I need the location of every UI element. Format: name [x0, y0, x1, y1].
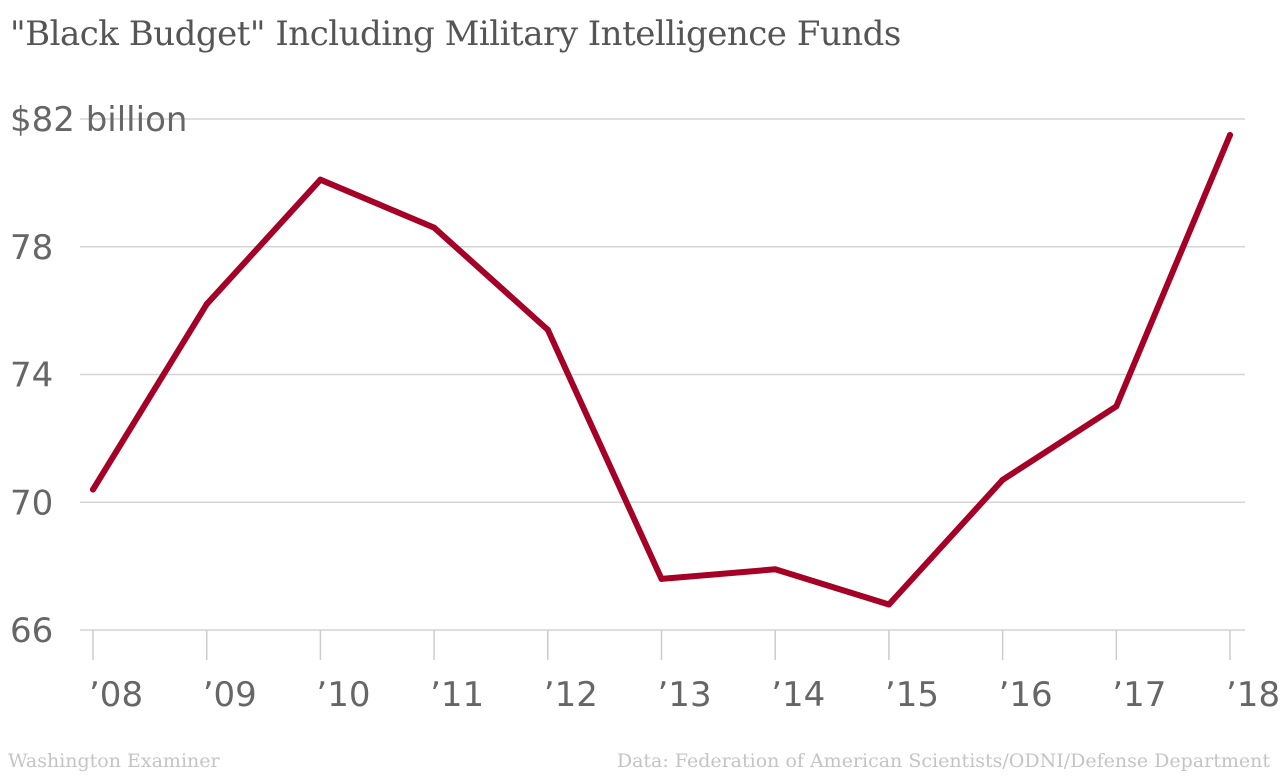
data-point	[1227, 131, 1233, 138]
x-tick-label: ’15	[885, 675, 939, 715]
data-point	[203, 301, 210, 308]
y-axis-labels: 66 70 74 78 $82 billion	[10, 100, 187, 651]
x-tick-label: ’16	[999, 675, 1053, 715]
gridlines	[80, 118, 1245, 631]
x-tick-label: ’18	[1226, 675, 1280, 715]
x-tick-label: ’12	[544, 675, 598, 715]
x-axis-ticks	[92, 630, 1231, 660]
x-tick-label: ’09	[203, 675, 257, 715]
y-tick-label: 66	[10, 611, 53, 651]
footer-source: Washington Examiner	[8, 750, 220, 772]
y-tick-label: 74	[10, 356, 53, 396]
data-point	[317, 176, 324, 183]
x-tick-label: ’08	[89, 675, 143, 715]
x-tick-label: ’13	[658, 675, 712, 715]
data-point	[658, 575, 665, 582]
chart-title: "Black Budget" Including Military Intell…	[10, 14, 901, 54]
x-tick-label: ’11	[430, 675, 484, 715]
x-tick-label: ’10	[316, 675, 370, 715]
data-point	[772, 566, 779, 573]
footer-credit: Data: Federation of American Scientists/…	[616, 750, 1270, 772]
x-tick-label: ’17	[1112, 675, 1166, 715]
x-axis-labels: ’08 ’09 ’10 ’11 ’12 ’13 ’14 ’15 ’16 ’17 ’18	[89, 675, 1280, 715]
data-point	[431, 224, 438, 231]
data-point	[544, 326, 551, 333]
data-point	[885, 601, 892, 608]
data-point	[1113, 403, 1120, 410]
x-tick-label: ’14	[771, 675, 825, 715]
data-point	[999, 476, 1006, 483]
data-point	[90, 486, 96, 493]
series-layer	[90, 131, 1233, 608]
series-line	[90, 132, 1233, 608]
y-tick-label: 70	[10, 483, 53, 523]
y-tick-label: $82 billion	[10, 100, 187, 140]
y-tick-label: 78	[10, 228, 53, 268]
